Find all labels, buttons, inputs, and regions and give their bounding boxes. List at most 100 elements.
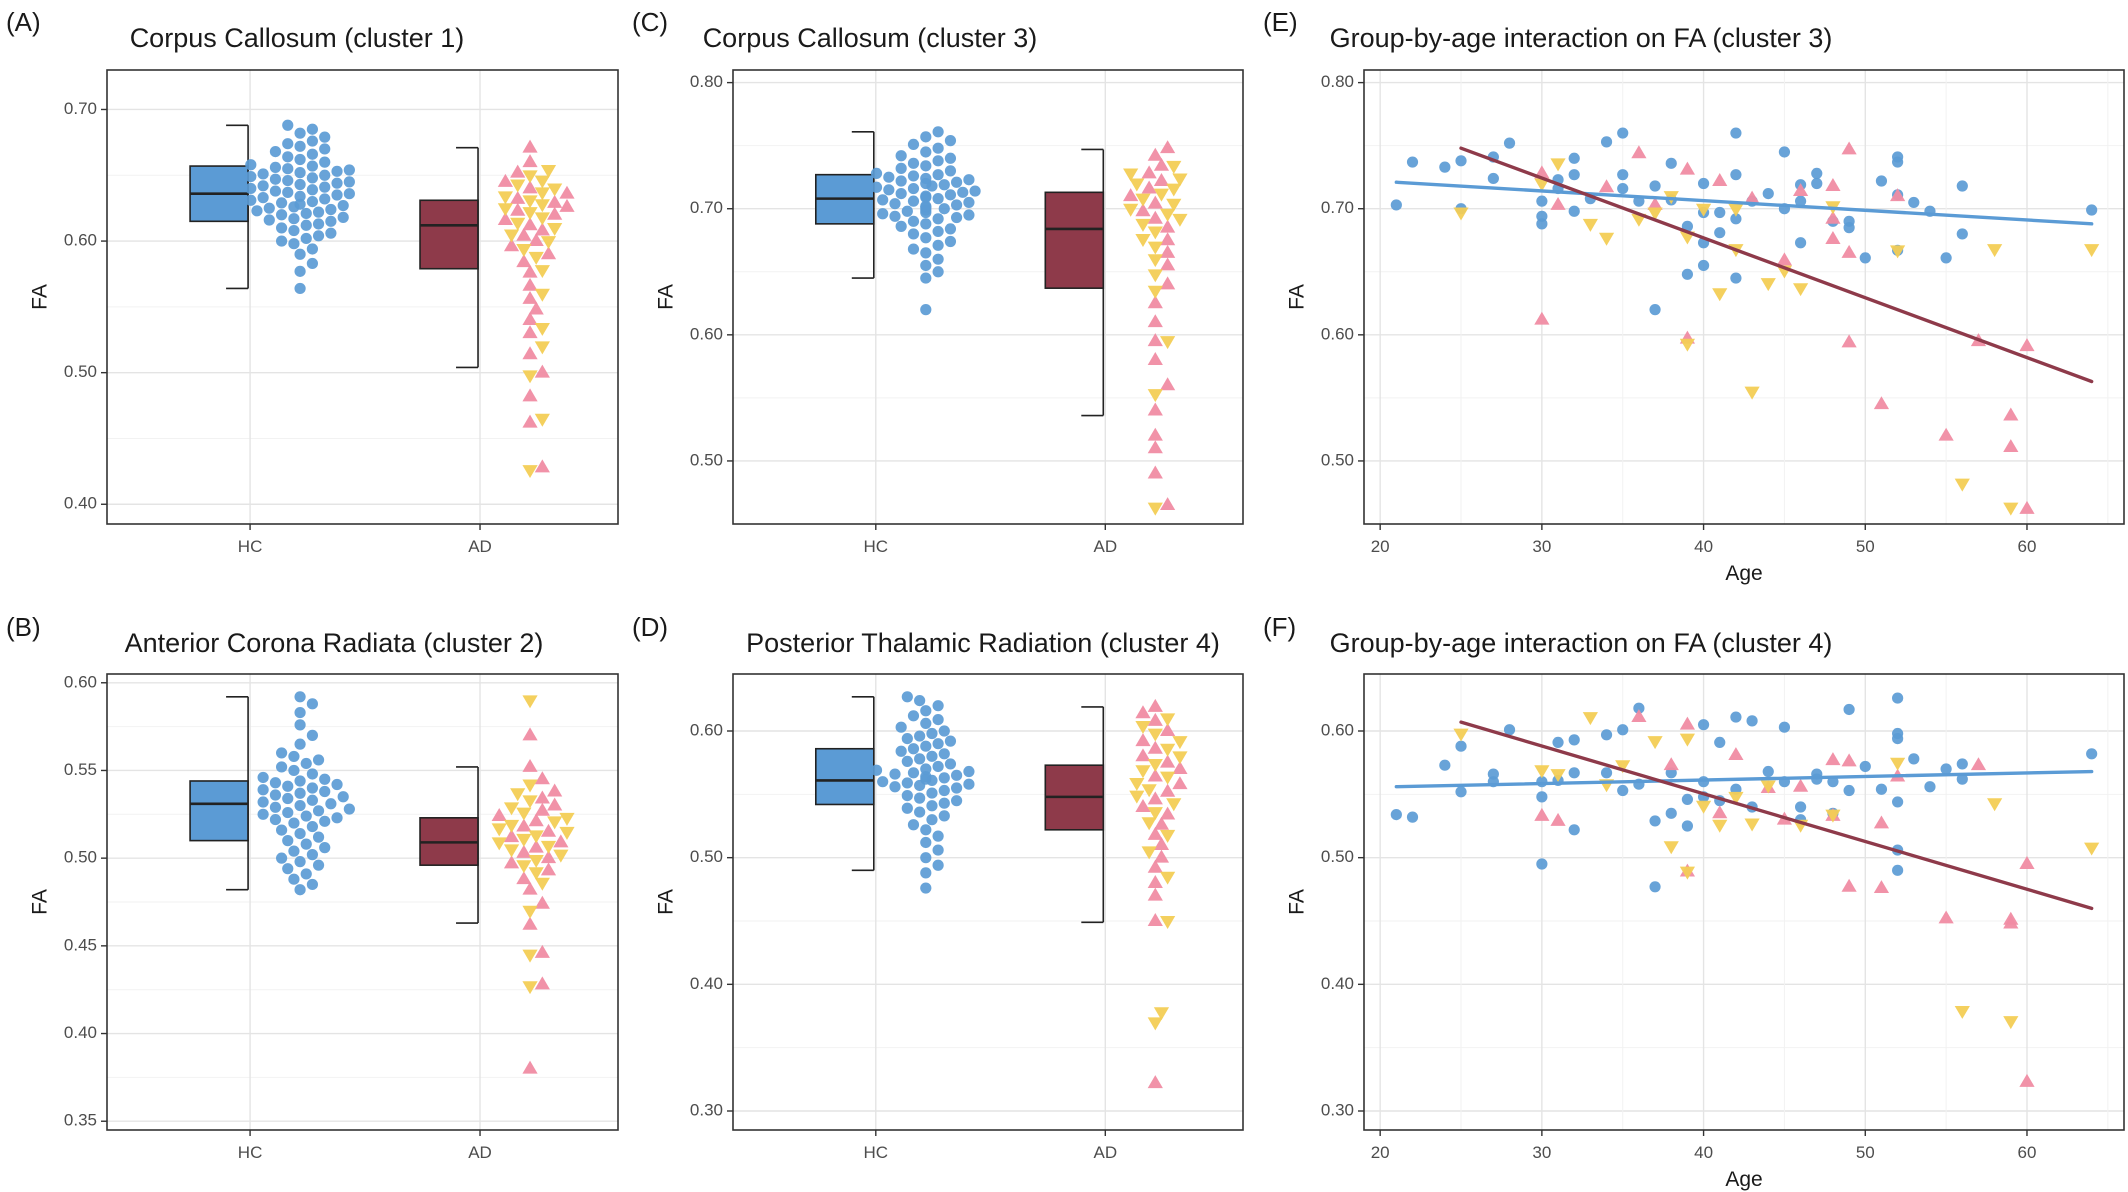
data-point-ad-up: [516, 227, 532, 241]
chart-title: Corpus Callosum (cluster 3): [703, 23, 1038, 53]
data-point-hc: [2086, 204, 2098, 216]
data-point-ad-up: [547, 797, 563, 811]
data-point-ad-down: [1987, 244, 2003, 258]
plot-frame: [1363, 69, 2125, 525]
data-point-hc: [300, 219, 312, 231]
data-point-hc: [895, 162, 907, 174]
data-point-hc: [1730, 169, 1742, 181]
data-point-ad-down: [497, 203, 513, 217]
data-point-hc: [889, 781, 901, 793]
data-point-hc: [932, 169, 944, 181]
data-point-ad-up: [1873, 396, 1890, 410]
data-point-hc: [1940, 252, 1952, 264]
data-point-hc: [1487, 768, 1499, 780]
gridlines: [107, 674, 618, 1130]
data-point-ad-up: [522, 414, 538, 428]
y-tick-label: 0.45: [64, 935, 97, 954]
data-point-ad-up: [516, 254, 532, 268]
data-point-hc: [288, 817, 300, 829]
data-point-hc: [1762, 765, 1774, 778]
y-tick-label: 0.80: [1321, 72, 1354, 91]
gridlines: [733, 674, 1243, 1130]
data-point-ad-up: [1153, 816, 1170, 830]
data-point-hc: [951, 176, 963, 188]
y-tick-label: 0.60: [64, 231, 97, 250]
data-point-ad-up: [2019, 338, 2035, 352]
data-point-hc: [306, 195, 318, 208]
data-point-hc: [926, 814, 938, 826]
data-point-ad-up: [1160, 232, 1176, 246]
scatter-points: [1390, 692, 2100, 1087]
data-point-hc: [932, 738, 944, 750]
data-point-ad-up: [1160, 497, 1176, 511]
data-point-ad-up: [522, 180, 538, 194]
data-point-hc: [294, 787, 306, 799]
data-point-ad-up: [547, 194, 563, 208]
data-point-hc: [269, 813, 282, 826]
data-point-hc: [294, 248, 306, 260]
data-point-ad-down: [534, 265, 550, 279]
data-point-hc: [282, 186, 294, 198]
data-point-hc: [282, 780, 294, 792]
data-point-hc: [1956, 758, 1968, 770]
data-point-ad-up: [1534, 807, 1550, 821]
data-point-hc: [951, 782, 963, 794]
data-point-hc: [1617, 784, 1629, 797]
data-point-hc: [926, 750, 938, 762]
data-point-hc: [306, 184, 318, 196]
data-point-ad-up: [1160, 219, 1176, 233]
data-point-ad-up: [1147, 913, 1163, 926]
data-point-hc: [1746, 715, 1758, 727]
data-point-hc: [282, 138, 294, 150]
data-point-ad-down: [503, 229, 520, 243]
data-point-hc: [895, 187, 907, 200]
data-point-hc: [294, 738, 306, 750]
data-point-hc: [306, 849, 318, 861]
data-point-ad-up: [1825, 230, 1841, 244]
x-tick-label: 50: [1856, 537, 1875, 556]
data-point-ad-up: [1679, 161, 1696, 175]
box-iqr: [419, 199, 479, 270]
data-point-hc: [932, 253, 944, 265]
data-point-ad-up: [1792, 778, 1809, 792]
data-point-ad-up: [1679, 716, 1696, 730]
data-point-hc: [1665, 807, 1677, 819]
box-iqr: [1044, 191, 1105, 289]
data-point-ad-down: [1744, 386, 1760, 400]
data-point-hc: [920, 836, 932, 849]
data-point-ad-down: [1147, 254, 1163, 268]
data-point-ad-down: [1147, 502, 1163, 516]
data-point-hc: [251, 205, 263, 217]
data-point-ad-down: [510, 179, 526, 193]
data-point-ad-up: [522, 312, 538, 325]
data-point-ad-down: [522, 195, 538, 209]
data-point-hc: [269, 801, 282, 813]
data-point-hc: [907, 138, 920, 151]
data-point-ad-down: [534, 341, 550, 355]
data-point-ad-up: [1153, 849, 1170, 863]
data-point-hc: [306, 820, 318, 833]
data-point-hc: [294, 706, 306, 719]
data-point-hc: [294, 719, 306, 731]
data-point-hc: [319, 169, 331, 181]
data-point-hc: [331, 177, 343, 189]
data-point-ad-down: [1135, 720, 1151, 734]
data-point-hc: [1875, 783, 1888, 795]
data-point-ad-up: [1938, 910, 1954, 924]
data-point-ad-down: [540, 236, 557, 250]
data-point-ad-down: [534, 322, 550, 336]
data-point-ad-down: [522, 981, 538, 995]
data-point-ad-up: [534, 364, 550, 378]
data-point-hc: [300, 757, 312, 770]
data-point-hc: [337, 199, 349, 212]
data-point-ad-down: [516, 807, 532, 821]
data-point-hc: [343, 164, 355, 176]
data-point-ad-down: [1712, 288, 1728, 302]
data-point-hc: [944, 152, 957, 164]
data-point-ad-up: [1938, 427, 1954, 441]
data-point-hc: [276, 197, 288, 209]
data-point-ad-up: [1160, 140, 1176, 154]
gridlines: [733, 70, 1243, 524]
y-tick-label: 0.70: [64, 99, 97, 118]
data-point-ad-down: [2084, 244, 2100, 258]
